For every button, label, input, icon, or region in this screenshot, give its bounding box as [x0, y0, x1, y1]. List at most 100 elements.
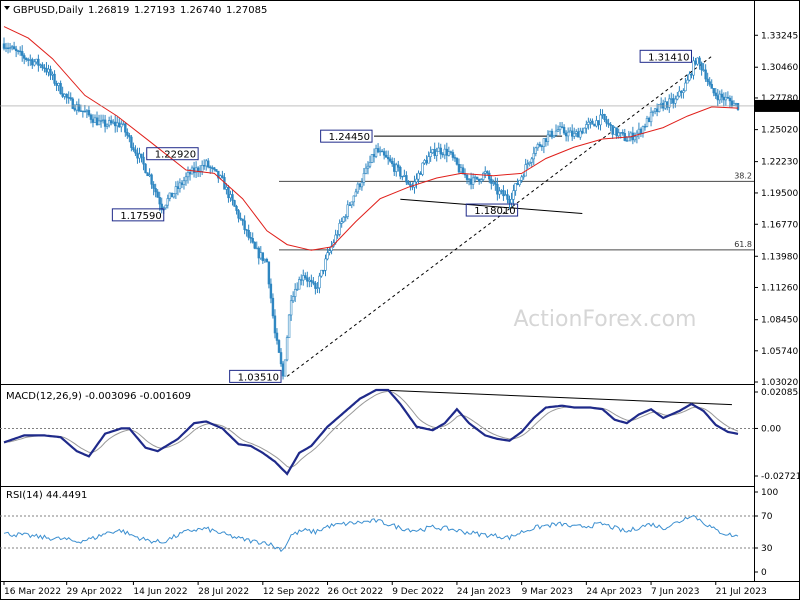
- candle-body: [316, 287, 319, 289]
- candle-body: [607, 122, 610, 125]
- candle-body: [31, 59, 34, 66]
- candle-body: [231, 194, 234, 201]
- candle-body: [471, 177, 475, 185]
- candle-body: [599, 114, 602, 126]
- price-tick-label: 1.08450: [761, 316, 798, 326]
- candle-body: [397, 164, 400, 168]
- candle-body: [587, 121, 590, 125]
- candle-body: [65, 93, 68, 98]
- candle-body: [352, 195, 356, 203]
- price-annotation-box: [229, 369, 282, 383]
- ohlc-open: 1.26819: [88, 5, 129, 16]
- candle-body: [184, 176, 188, 182]
- candle-body: [645, 118, 649, 127]
- candle-body: [281, 363, 285, 377]
- candle-body: [502, 190, 505, 197]
- price-annotation-label: 1.24450: [329, 132, 370, 143]
- candle-body: [89, 114, 93, 120]
- candle-body: [477, 178, 481, 182]
- candle-body: [291, 296, 295, 302]
- candle-body: [241, 218, 244, 222]
- candle-body: [395, 164, 398, 172]
- candle-body: [704, 69, 707, 80]
- candle-body: [605, 119, 608, 124]
- time-tick-label: 28 Jul 2022: [198, 587, 249, 597]
- candle-body: [407, 181, 410, 185]
- candle-body: [320, 269, 323, 277]
- candle-body: [641, 126, 645, 134]
- candle-body: [726, 96, 730, 99]
- candle-body: [504, 194, 507, 197]
- candle-body: [421, 162, 424, 175]
- watermark: ActionForex.com: [514, 307, 697, 332]
- candle-body: [532, 153, 535, 160]
- candle-body: [391, 160, 394, 165]
- candle-body: [2, 43, 6, 49]
- candle-body: [591, 120, 594, 125]
- price-tick-label: 1.30460: [761, 63, 798, 73]
- candle-body: [257, 247, 260, 259]
- candle-body: [188, 172, 192, 175]
- candle-body: [213, 167, 216, 170]
- fib-level-label: 38.2: [734, 171, 752, 180]
- candle-body: [150, 174, 153, 185]
- candle-body: [122, 123, 125, 125]
- candle-body: [156, 191, 159, 198]
- candle-body: [451, 152, 455, 158]
- candle-body: [71, 98, 74, 109]
- price-annotation-label: 1.22920: [155, 150, 196, 161]
- candle-body: [433, 149, 436, 156]
- candle-body: [664, 101, 667, 109]
- candle-body: [354, 191, 358, 197]
- candle-body: [27, 59, 30, 61]
- candle-body: [534, 147, 537, 154]
- time-tick-label: 26 Oct 2022: [328, 587, 384, 597]
- candle-body: [287, 314, 291, 338]
- candle-body: [148, 174, 151, 177]
- candle-body: [16, 50, 20, 52]
- price-axis-ticks: 1.33245 1.30460 1.27780 1.25020 1.22230 1.195…: [0, 31, 799, 388]
- candle-body: [77, 104, 81, 112]
- candle-body: [688, 73, 691, 81]
- price-annotation-label: 1.31410: [648, 52, 689, 63]
- time-axis: 16 Mar 2022 29 Apr 2022 14 Jun 2022 28 Jul …: [3, 581, 767, 597]
- candle-body: [134, 149, 137, 154]
- candle-body: [384, 154, 388, 158]
- candle-body: [548, 130, 552, 136]
- candle-body: [633, 136, 637, 141]
- candle-body: [552, 134, 556, 138]
- candle-body: [435, 151, 438, 156]
- candle-body: [494, 182, 497, 185]
- rsi-line: [3, 514, 739, 553]
- candle-body: [672, 98, 675, 104]
- rsi-tick-label: 0: [761, 568, 767, 578]
- candle-body: [570, 130, 574, 137]
- candle-body: [496, 184, 499, 195]
- candle-body: [540, 145, 544, 148]
- candle-body: [205, 160, 208, 167]
- candle-body: [105, 124, 109, 127]
- candle-body: [45, 67, 48, 73]
- candle-body: [475, 176, 479, 180]
- candle-body: [382, 151, 386, 156]
- candle-body: [61, 93, 64, 97]
- macd-header: MACD(12,26,9) -0.003096 -0.001609: [6, 391, 191, 402]
- candle-body: [93, 117, 97, 123]
- candle-body: [643, 126, 647, 128]
- ohlc-high: 1.27193: [134, 5, 175, 16]
- candle-body: [621, 132, 624, 134]
- price-annotation-box: [639, 49, 693, 63]
- candle-body: [211, 167, 214, 169]
- candle-body: [289, 300, 293, 316]
- candle-body: [399, 167, 402, 177]
- candle-body: [160, 203, 163, 211]
- candle-body: [249, 237, 252, 239]
- candle-body: [716, 95, 719, 101]
- candle-body: [120, 123, 123, 128]
- candle-body: [676, 95, 679, 100]
- candle-body: [164, 204, 167, 209]
- ohlc-low: 1.26740: [180, 5, 221, 16]
- candle-body: [467, 178, 471, 181]
- rsi-tick-label: 70: [761, 512, 773, 522]
